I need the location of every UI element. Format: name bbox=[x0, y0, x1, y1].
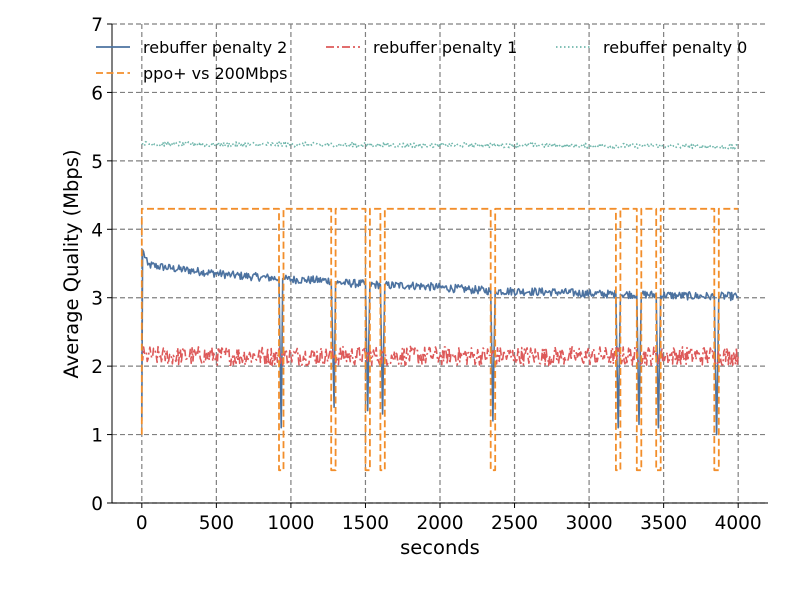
y-tick-label: 7 bbox=[91, 15, 103, 36]
axes bbox=[111, 24, 768, 504]
legend-label-0: rebuffer penalty 2 bbox=[143, 38, 287, 57]
x-tick-label: 3500 bbox=[640, 513, 687, 534]
y-axis-label: Average Quality (Mbps) bbox=[60, 149, 83, 378]
y-tick-label: 6 bbox=[91, 83, 103, 104]
legend-label-1: rebuffer penalty 1 bbox=[373, 38, 517, 57]
x-tick-label: 500 bbox=[199, 513, 234, 534]
series-line-3 bbox=[140, 207, 739, 472]
legend: rebuffer penalty 2 rebuffer penalty 1 rebu… bbox=[96, 38, 747, 83]
tick-labels: 0 500 1000 1500 2000 2500 3000 3500 4000 0 1 2 3 4 5 6 7 bbox=[91, 15, 762, 534]
y-tick-label: 4 bbox=[91, 220, 103, 241]
x-tick-label: 1000 bbox=[267, 513, 314, 534]
legend-label-2: rebuffer penalty 0 bbox=[603, 38, 747, 57]
series-lines bbox=[140, 140, 739, 472]
x-tick-label: 4000 bbox=[715, 513, 762, 534]
x-tick-label: 0 bbox=[136, 513, 148, 534]
series-line-0 bbox=[141, 249, 739, 436]
x-tick-label: 3000 bbox=[566, 513, 613, 534]
y-tick-label: 5 bbox=[91, 152, 103, 173]
y-tick-label: 2 bbox=[91, 357, 103, 378]
y-tick-label: 3 bbox=[91, 289, 103, 310]
x-axis-label: seconds bbox=[400, 536, 480, 559]
x-tick-label: 2000 bbox=[416, 513, 463, 534]
x-tick-label: 1500 bbox=[342, 513, 389, 534]
series-line-1 bbox=[141, 345, 739, 367]
x-tick-label: 2500 bbox=[491, 513, 538, 534]
legend-label-3: ppo+ vs 200Mbps bbox=[143, 64, 287, 83]
y-tick-label: 0 bbox=[91, 494, 103, 515]
series-line-2 bbox=[141, 140, 739, 150]
y-tick-label: 1 bbox=[91, 426, 103, 447]
grid bbox=[112, 23, 768, 504]
